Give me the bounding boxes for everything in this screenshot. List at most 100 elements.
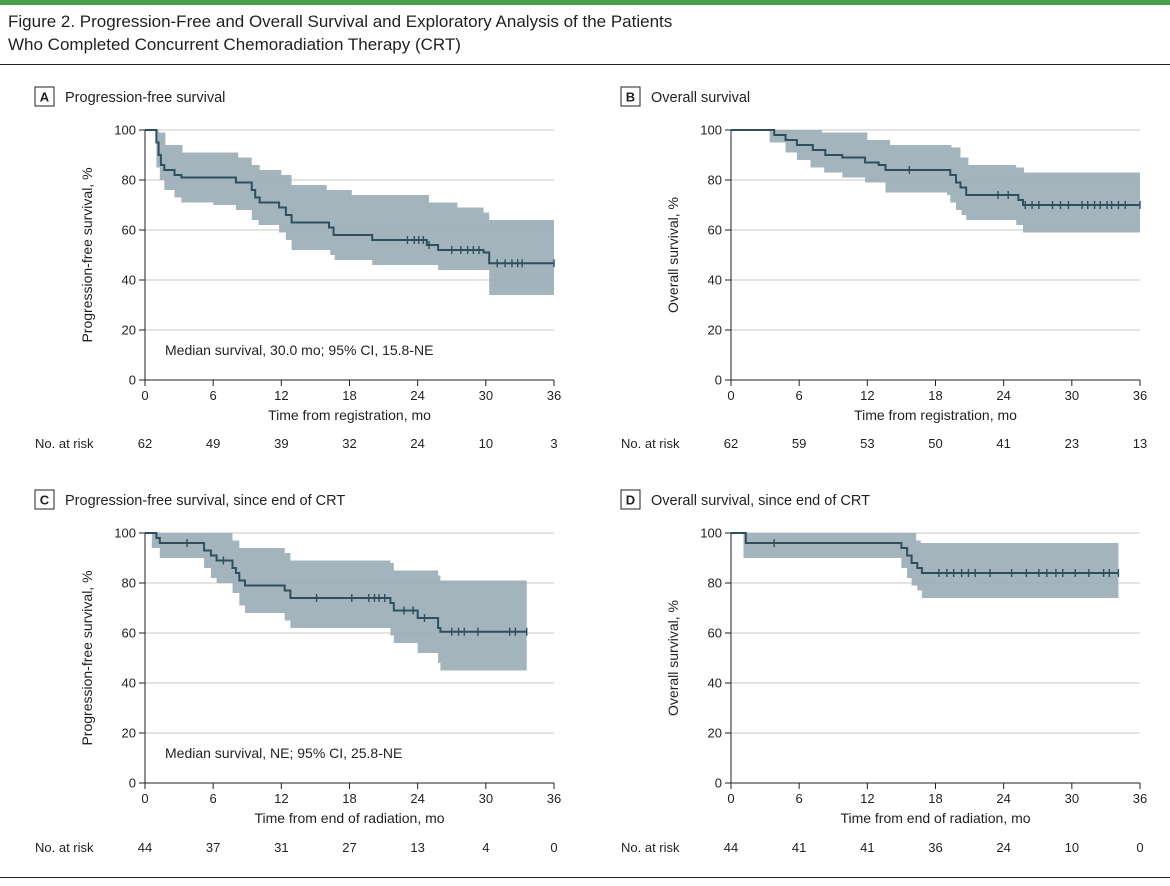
y-tick-label: 0 [715,373,722,388]
y-tick-label: 80 [122,576,136,591]
y-tick-label: 20 [708,726,722,741]
title-rule [0,64,1170,65]
at-risk-count: 62 [724,436,738,451]
x-axis-label: Time from registration, mo [854,407,1017,423]
at-risk-count: 59 [792,436,806,451]
x-tick-label: 30 [1065,388,1079,403]
panel-letter-box [620,86,641,107]
y-tick-label: 80 [708,173,722,188]
x-tick-label: 0 [141,388,148,403]
at-risk-count: 13 [1133,436,1147,451]
at-risk-count: 41 [860,840,874,855]
x-tick-label: 30 [1065,791,1079,806]
at-risk-count: 41 [996,436,1010,451]
x-tick-label: 24 [410,388,424,403]
y-tick-label: 100 [700,123,722,138]
at-risk-count: 10 [479,436,493,451]
y-tick-label: 60 [122,223,136,238]
at-risk-count: 10 [1065,840,1079,855]
x-tick-label: 24 [996,791,1010,806]
panel-letter-box [34,489,55,510]
x-tick-label: 18 [342,791,356,806]
at-risk-count: 0 [550,840,557,855]
at-risk-count: 39 [274,436,288,451]
x-tick-label: 6 [210,791,217,806]
at-risk-count: 53 [860,436,874,451]
y-tick-label: 100 [700,526,722,541]
x-tick-label: 24 [410,791,424,806]
y-tick-label: 20 [122,726,136,741]
x-tick-label: 12 [860,791,874,806]
confidence-band [145,130,554,295]
panel-letter-box [34,86,55,107]
x-tick-label: 36 [547,791,561,806]
survival-curve [145,532,527,633]
at-risk-count: 0 [1136,840,1143,855]
y-tick-label: 40 [122,273,136,288]
y-axis-label: Progression-free survival, % [79,570,95,745]
at-risk-label: No. at risk [621,840,680,855]
at-risk-count: 44 [724,840,738,855]
at-risk-count: 24 [996,840,1010,855]
confidence-band [731,130,1140,233]
median-annotation: Median survival, NE; 95% CI, 25.8-NE [165,745,402,761]
x-tick-label: 36 [1133,388,1147,403]
at-risk-count: 37 [206,840,220,855]
x-axis-label: Time from registration, mo [268,407,431,423]
figure-title-line-1: Figure 2. Progression-Free and Overall S… [8,12,673,31]
at-risk-count: 23 [1065,436,1079,451]
y-tick-label: 0 [129,776,136,791]
x-tick-label: 36 [547,388,561,403]
y-tick-label: 40 [708,676,722,691]
at-risk-count: 3 [550,436,557,451]
x-tick-label: 0 [727,791,734,806]
at-risk-count: 13 [410,840,424,855]
at-risk-label: No. at risk [621,436,680,451]
panel-c: C Progression-free survival, since end of… [34,489,561,855]
figure-title: Figure 2. Progression-Free and Overall S… [8,10,672,56]
y-tick-label: 100 [114,526,136,541]
x-tick-label: 18 [928,791,942,806]
x-tick-label: 6 [210,388,217,403]
at-risk-count: 49 [206,436,220,451]
x-axis-label: Time from end of radiation, mo [840,810,1030,826]
confidence-band [145,533,527,671]
y-tick-label: 60 [708,223,722,238]
x-tick-label: 0 [141,791,148,806]
panel-title: Progression-free survival [65,90,225,106]
x-tick-label: 0 [727,388,734,403]
at-risk-count: 27 [342,840,356,855]
at-risk-label: No. at risk [35,840,94,855]
y-tick-label: 0 [129,373,136,388]
at-risk-count: 41 [792,840,806,855]
y-axis-label: Overall survival, % [665,197,681,313]
y-tick-label: 40 [122,676,136,691]
at-risk-count: 24 [410,436,424,451]
panel-letter-box [620,489,641,510]
at-risk-count: 44 [138,840,152,855]
survival-curve [145,129,554,265]
accent-bar [0,0,1170,5]
panel-d: D Overall survival, since end of CRT 0 20 40… [620,489,1147,855]
x-tick-label: 12 [274,388,288,403]
at-risk-count: 36 [928,840,942,855]
at-risk-count: 32 [342,436,356,451]
x-tick-label: 36 [1133,791,1147,806]
panel-letter: A [40,90,50,105]
x-tick-label: 24 [996,388,1010,403]
at-risk-count: 62 [138,436,152,451]
y-axis-label: Overall survival, % [665,600,681,716]
x-tick-label: 30 [479,791,493,806]
panel-letter: C [40,493,50,508]
panel-letter: D [626,493,635,508]
x-tick-label: 12 [274,791,288,806]
y-tick-label: 20 [122,323,136,338]
at-risk-count: 4 [482,840,489,855]
at-risk-count: 31 [274,840,288,855]
x-tick-label: 18 [342,388,356,403]
survival-curve [731,129,1140,206]
x-tick-label: 12 [860,388,874,403]
y-tick-label: 40 [708,273,722,288]
survival-curve [731,532,1119,574]
panel-title: Overall survival, since end of CRT [651,493,870,509]
